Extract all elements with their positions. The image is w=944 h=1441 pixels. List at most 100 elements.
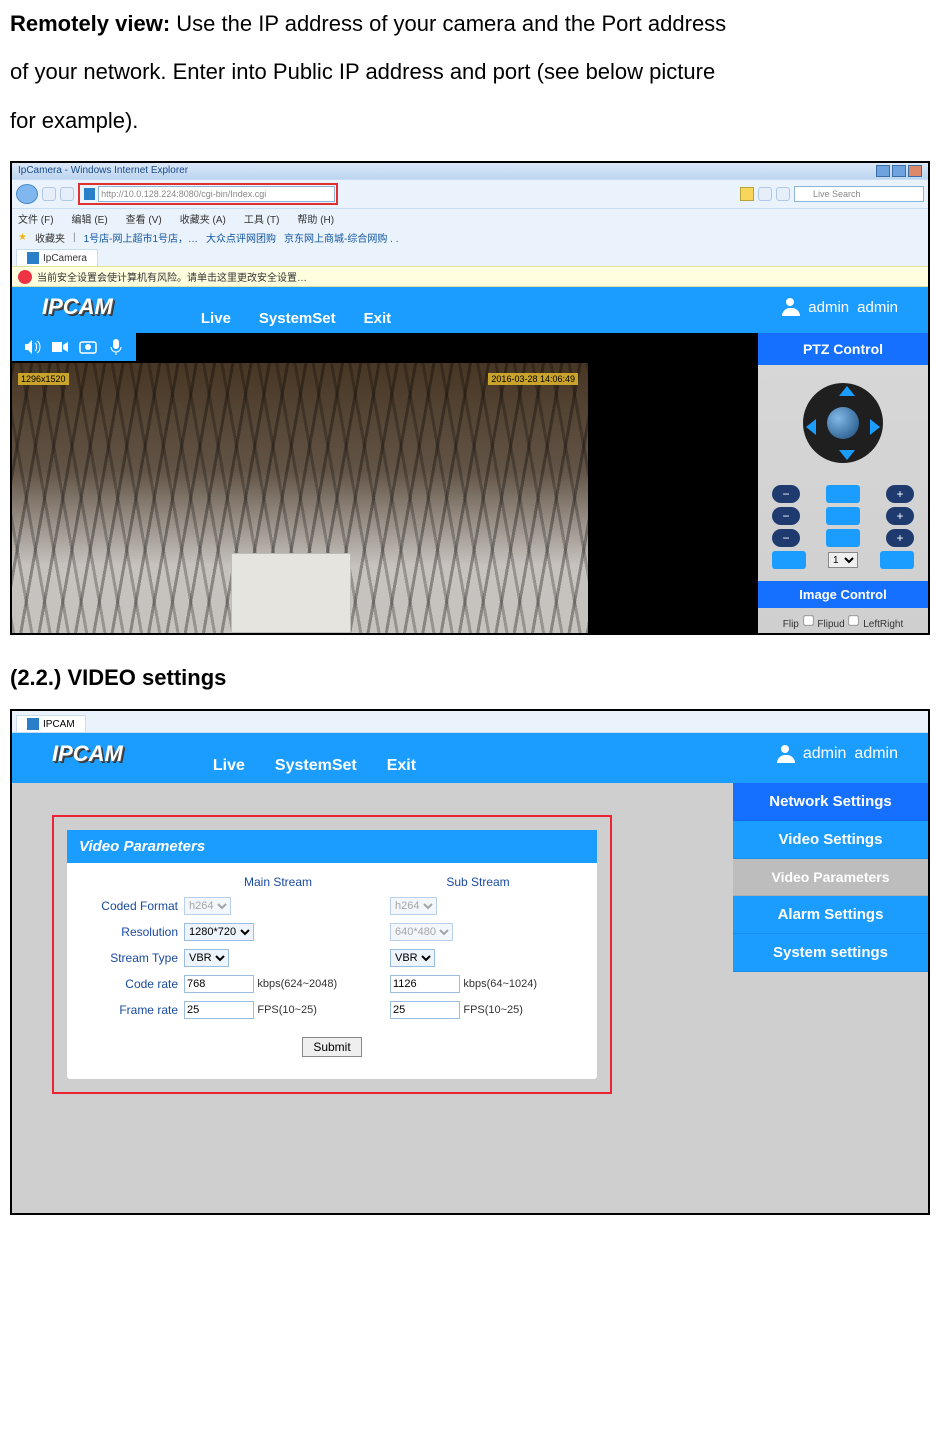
- video-overlay-timestamp: 2016-03-28 14:06:49: [488, 373, 578, 385]
- nav-live[interactable]: Live: [201, 310, 231, 327]
- preset-save-button[interactable]: [772, 551, 806, 569]
- preset-select[interactable]: 1: [828, 552, 858, 568]
- intro-l1: Use the IP address of your camera and th…: [170, 11, 726, 36]
- nav-exit[interactable]: Exit: [364, 310, 392, 327]
- code-sub-input[interactable]: [390, 975, 460, 993]
- nav-systemset-2[interactable]: SystemSet: [275, 757, 357, 775]
- add-favorite-icon[interactable]: |: [73, 232, 76, 243]
- security-warning-bar[interactable]: 当前安全设置会使计算机有风险。请单击这里更改安全设置…: [12, 266, 928, 287]
- address-bar[interactable]: [98, 186, 335, 202]
- dropdown-icon[interactable]: [60, 187, 74, 201]
- zoom-out-button[interactable]: −: [772, 485, 800, 503]
- ie-tabstrip: IPCAM: [12, 711, 928, 733]
- refresh-button[interactable]: [758, 187, 772, 201]
- settings-main: Video Parameters Main Stream Sub Stream …: [12, 783, 733, 1213]
- snapshot-icon[interactable]: [78, 337, 98, 357]
- ptz-pad: [783, 373, 903, 473]
- tab-label-2: IPCAM: [43, 719, 75, 730]
- flipud-checkbox[interactable]: [803, 615, 813, 625]
- code-main-unit: kbps(624~2048): [257, 978, 337, 990]
- search-input[interactable]: [794, 186, 924, 202]
- sidebar-video-settings[interactable]: Video Settings: [733, 821, 928, 859]
- speaker-icon[interactable]: [22, 337, 42, 357]
- app-body-live: 1296x1520 2016-03-28 14:06:49 PTZ Contro…: [12, 333, 928, 633]
- coded-sub-select[interactable]: h264: [390, 897, 437, 915]
- zoom-in-button[interactable]: +: [886, 485, 914, 503]
- minimize-icon[interactable]: [876, 165, 890, 177]
- label-coded-format: Coded Format: [83, 899, 178, 913]
- maximize-icon[interactable]: [892, 165, 906, 177]
- favorites-label: 收藏夹: [35, 230, 65, 245]
- preset-go-button[interactable]: [880, 551, 914, 569]
- menu-tools[interactable]: 工具 (T): [244, 211, 280, 226]
- user-icon-2: [777, 745, 795, 763]
- settings-sidebar: Network Settings Video Settings Video Pa…: [733, 783, 928, 1213]
- favicon-icon: [84, 188, 95, 200]
- flip-label: Flip: [783, 619, 799, 630]
- side-panel: PTZ Control − + −: [758, 333, 928, 633]
- nav-systemset[interactable]: SystemSet: [259, 310, 336, 327]
- iris-in-button[interactable]: +: [886, 529, 914, 547]
- intro-bold: Remotely view:: [10, 11, 170, 36]
- ptz-left-button[interactable]: [806, 419, 816, 435]
- leftright-label: LeftRight: [863, 619, 903, 630]
- frame-main-unit: FPS(10~25): [257, 1004, 317, 1016]
- ie-menubar: 文件 (F) 编辑 (E) 查看 (V) 收藏夹 (A) 工具 (T) 帮助 (…: [12, 209, 928, 228]
- menu-file[interactable]: 文件 (F): [18, 211, 54, 226]
- nav-live-2[interactable]: Live: [213, 757, 245, 775]
- coded-main-select[interactable]: h264: [184, 897, 231, 915]
- res-main-select[interactable]: 1280*720: [184, 923, 254, 941]
- frame-sub-input[interactable]: [390, 1001, 460, 1019]
- flip-row: Flip Flipud LeftRight: [758, 608, 928, 636]
- submit-button[interactable]: Submit: [302, 1037, 361, 1057]
- fav-link-1[interactable]: 1号店-网上超市1号店，…: [84, 230, 198, 245]
- tab-label: IpCamera: [43, 253, 87, 264]
- res-sub-select[interactable]: 640*480: [390, 923, 453, 941]
- leftright-checkbox[interactable]: [849, 615, 859, 625]
- menu-fav[interactable]: 收藏夹 (A): [180, 211, 226, 226]
- iris-out-button[interactable]: −: [772, 529, 800, 547]
- browser-tab[interactable]: IpCamera: [16, 249, 98, 266]
- menu-help[interactable]: 帮助 (H): [297, 211, 334, 226]
- nav-exit-2[interactable]: Exit: [387, 757, 416, 775]
- ptz-right-button[interactable]: [870, 419, 880, 435]
- sidebar-alarm-settings[interactable]: Alarm Settings: [733, 896, 928, 934]
- sidebar-network-settings[interactable]: Network Settings: [733, 783, 928, 821]
- stype-main-select[interactable]: VBR: [184, 949, 229, 967]
- label-stream-type: Stream Type: [83, 951, 178, 965]
- screenshot-video-settings: IPCAM IPCAM Live SystemSet Exit admin ad…: [10, 709, 930, 1215]
- flipud-label: Flipud: [817, 619, 844, 630]
- ptz-up-button[interactable]: [839, 386, 855, 396]
- video-params-grid: Main Stream Sub Stream Coded Format h264…: [67, 863, 597, 1079]
- video-feed-placeholder: [12, 363, 588, 633]
- ptz-center-button[interactable]: [827, 407, 859, 439]
- browser-tab-2[interactable]: IPCAM: [16, 715, 86, 733]
- menu-edit[interactable]: 编辑 (E): [72, 211, 108, 226]
- warning-icon: [18, 270, 32, 284]
- fav-link-2[interactable]: 大众点评网团购: [206, 230, 276, 245]
- menu-view[interactable]: 查看 (V): [126, 211, 162, 226]
- frame-main-input[interactable]: [184, 1001, 254, 1019]
- stop-button[interactable]: [776, 187, 790, 201]
- video-params-panel: Video Parameters Main Stream Sub Stream …: [66, 829, 598, 1080]
- label-frame-rate: Frame rate: [83, 1003, 178, 1017]
- stype-sub-select[interactable]: VBR: [390, 949, 435, 967]
- ptz-down-button[interactable]: [839, 450, 855, 460]
- user-name: admin: [808, 299, 849, 316]
- fav-link-3[interactable]: 京东网上商城-综合网购 . .: [284, 230, 398, 245]
- record-icon[interactable]: [50, 337, 70, 357]
- sidebar-video-parameters[interactable]: Video Parameters: [733, 859, 928, 896]
- back-button[interactable]: [16, 184, 38, 204]
- close-icon[interactable]: [908, 165, 922, 177]
- forward-button[interactable]: [42, 187, 56, 201]
- favorites-star-icon[interactable]: ★: [18, 232, 27, 243]
- user-info-2: admin admin: [777, 745, 898, 763]
- focus-out-button[interactable]: −: [772, 507, 800, 525]
- focus-in-button[interactable]: +: [886, 507, 914, 525]
- mic-icon[interactable]: [106, 337, 126, 357]
- sidebar-system-settings[interactable]: System settings: [733, 934, 928, 972]
- video-object-placeholder: [231, 553, 351, 633]
- code-main-input[interactable]: [184, 975, 254, 993]
- video-params-highlight: Video Parameters Main Stream Sub Stream …: [52, 815, 612, 1094]
- security-warning-text: 当前安全设置会使计算机有风险。请单击这里更改安全设置…: [37, 269, 307, 284]
